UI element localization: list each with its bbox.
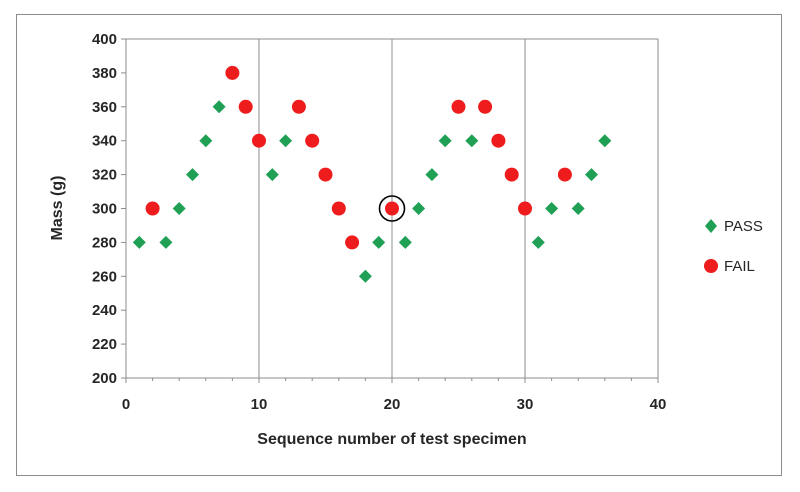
x-tick-label: 40	[650, 396, 667, 413]
legend-fail-label: FAIL	[724, 258, 755, 275]
y-tick-label: 240	[92, 302, 117, 319]
pass-point	[531, 235, 545, 249]
legend-item-pass: PASS	[705, 218, 763, 235]
y-tick-label: 260	[92, 268, 117, 285]
y-tick-label: 280	[92, 234, 117, 251]
fail-point	[451, 99, 466, 114]
y-tick-label: 380	[92, 65, 117, 82]
x-tick-label: 0	[122, 396, 130, 413]
data-points	[132, 65, 612, 283]
pass-point	[159, 235, 173, 249]
y-tick-label: 320	[92, 167, 117, 184]
fail-point	[225, 65, 240, 80]
y-tick-label: 340	[92, 133, 117, 150]
pass-point	[265, 168, 279, 182]
legend-pass-label: PASS	[724, 218, 763, 235]
pass-point	[212, 100, 226, 114]
annotations	[378, 195, 406, 222]
chart-frame	[16, 14, 782, 476]
fail-point	[518, 201, 532, 216]
fail-point	[291, 99, 306, 114]
pass-point	[372, 235, 386, 249]
y-tick-label: 400	[92, 31, 117, 48]
legend-fail-marker	[704, 259, 718, 273]
y-tick-label: 200	[92, 370, 117, 387]
fail-point	[145, 201, 160, 216]
highlight-circle	[378, 195, 406, 222]
pass-point	[132, 235, 146, 249]
legend-pass-marker	[705, 219, 717, 233]
pass-point	[398, 235, 412, 249]
fail-point	[385, 201, 399, 216]
legend: PASS FAIL	[704, 218, 763, 275]
y-tick-label: 220	[92, 336, 117, 353]
pass-point	[571, 202, 585, 215]
fail-point	[238, 99, 253, 114]
pass-point	[279, 134, 293, 148]
pass-point	[199, 134, 213, 148]
fail-point	[331, 201, 346, 216]
pass-point	[412, 202, 426, 215]
pass-point	[172, 202, 186, 215]
y-tick-label: 300	[92, 201, 117, 218]
fail-point	[491, 133, 506, 148]
fail-point	[478, 99, 493, 114]
fail-point	[557, 167, 572, 182]
x-tick-label: 10	[251, 396, 268, 413]
x-axis-title: Sequence number of test specimen	[257, 431, 526, 448]
pass-point	[598, 134, 612, 148]
axis-layer	[121, 38, 659, 383]
fail-point	[305, 133, 320, 148]
fail-point	[252, 133, 266, 148]
tick-labels: 0 10 20 30 40 200 220 240 260 280 300 320 340 360 380 4…	[92, 31, 666, 413]
pass-point	[186, 168, 199, 182]
fail-point	[318, 167, 333, 182]
x-tick-label: 20	[384, 396, 401, 413]
y-axis-title: Mass (g)	[49, 176, 66, 241]
pass-point	[438, 134, 452, 148]
pass-point	[545, 202, 559, 215]
pass-point	[465, 134, 479, 148]
pass-point	[425, 168, 439, 182]
pass-point	[585, 168, 598, 182]
fail-point	[504, 167, 519, 182]
pass-point	[358, 269, 372, 283]
legend-item-fail: FAIL	[704, 258, 755, 275]
x-tick-label: 30	[517, 396, 534, 413]
y-tick-label: 360	[92, 99, 117, 116]
fail-point	[345, 235, 360, 250]
